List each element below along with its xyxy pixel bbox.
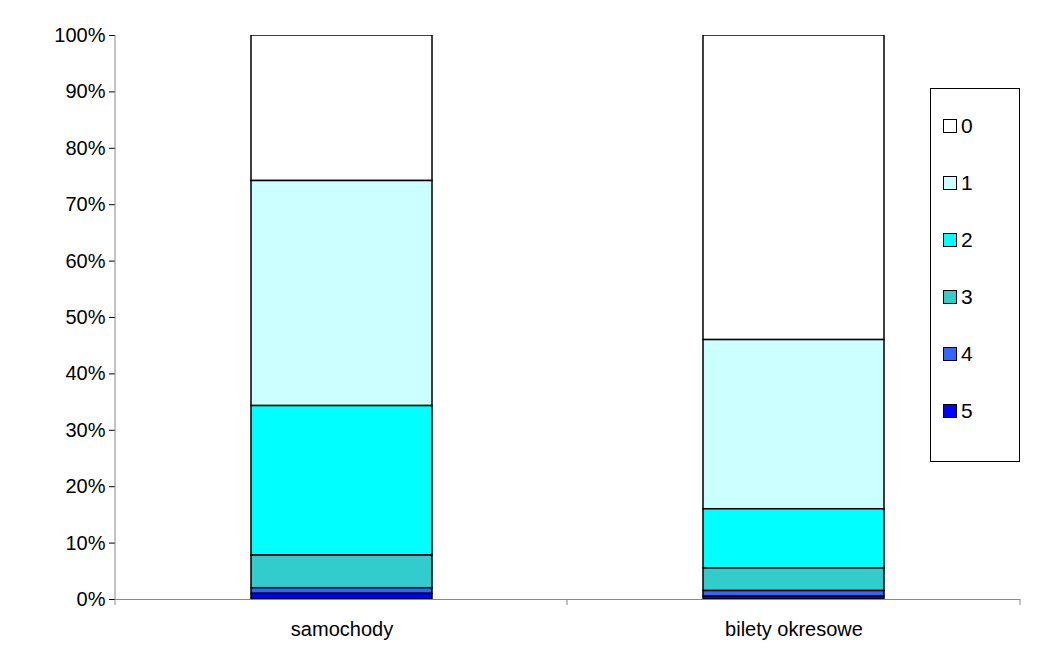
- svg-text:30%: 30%: [65, 419, 105, 441]
- svg-text:40%: 40%: [65, 362, 105, 384]
- html-text:5: 5: [961, 398, 973, 422]
- svg-text:90%: 90%: [65, 80, 105, 102]
- html-text:3: 3: [961, 284, 973, 308]
- html-text:4: 4: [961, 341, 973, 365]
- svg-text:samochody: samochody: [291, 618, 393, 640]
- svg-text:0%: 0%: [77, 588, 106, 610]
- svg-text:80%: 80%: [65, 137, 105, 159]
- svg-text:70%: 70%: [65, 193, 105, 215]
- html-text:2: 2: [961, 227, 973, 251]
- svg-text:60%: 60%: [65, 250, 105, 272]
- svg-text:50%: 50%: [65, 306, 105, 328]
- html-text:1: 1: [961, 170, 973, 194]
- svg-text:100%: 100%: [54, 24, 105, 46]
- html-text:0: 0: [961, 113, 973, 137]
- svg-text:bilety okresowe: bilety okresowe: [725, 618, 863, 640]
- svg-text:20%: 20%: [65, 475, 105, 497]
- svg-text:10%: 10%: [65, 532, 105, 554]
